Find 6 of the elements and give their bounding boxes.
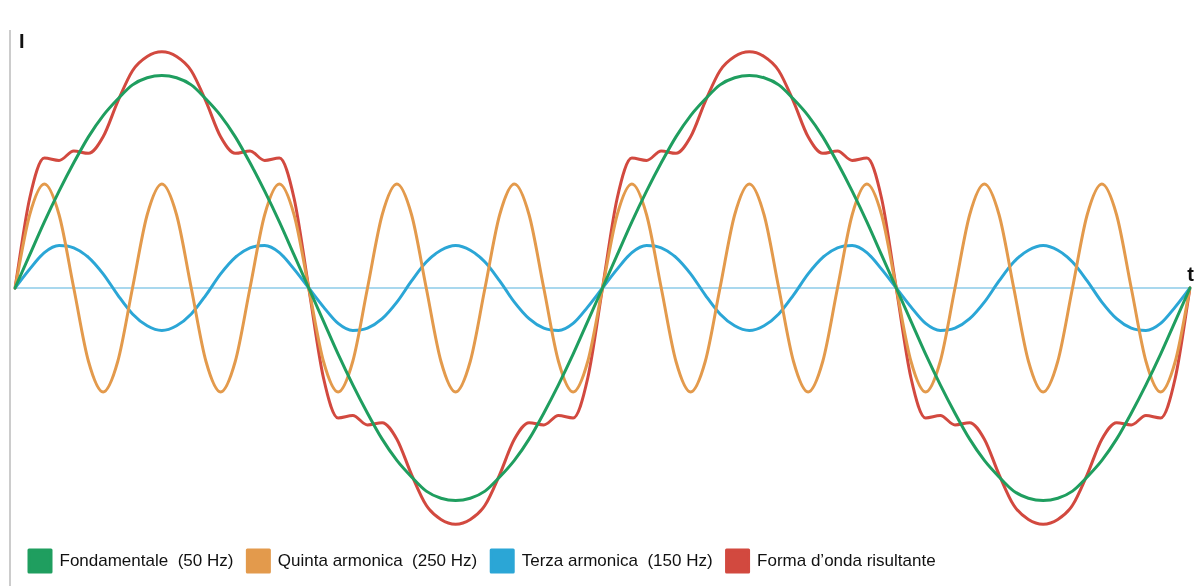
legend-label: Fondamentale (50 Hz) [59, 550, 234, 570]
legend-label: Forma d’onda risultante [757, 550, 936, 570]
x-axis-title: t [1187, 262, 1195, 285]
y-axis-title: I [19, 29, 25, 52]
legend-label: Quinta armonica (250 Hz) [277, 550, 478, 570]
legend-label: Terza armonica (150 Hz) [521, 550, 713, 570]
